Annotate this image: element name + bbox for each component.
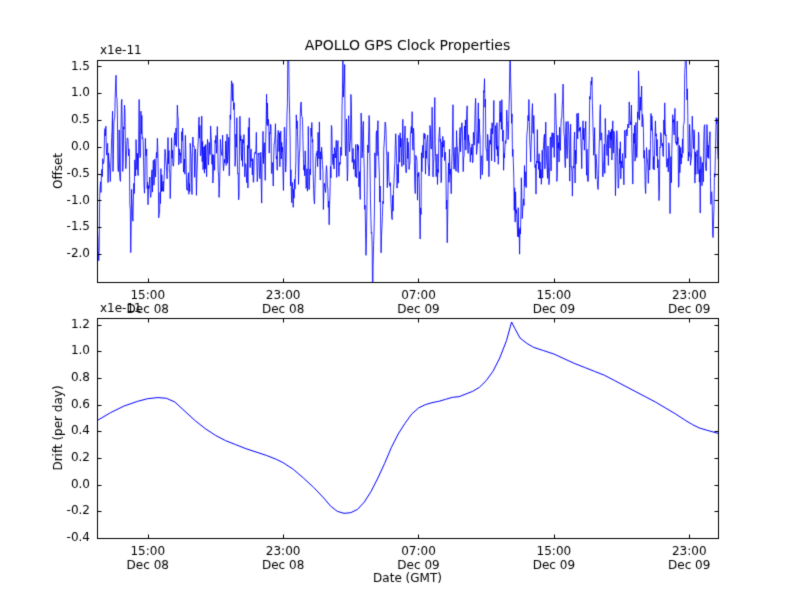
figure: APOLLO GPS Clock Properties (0, 0, 800, 600)
clock-properties-chart (0, 0, 800, 600)
